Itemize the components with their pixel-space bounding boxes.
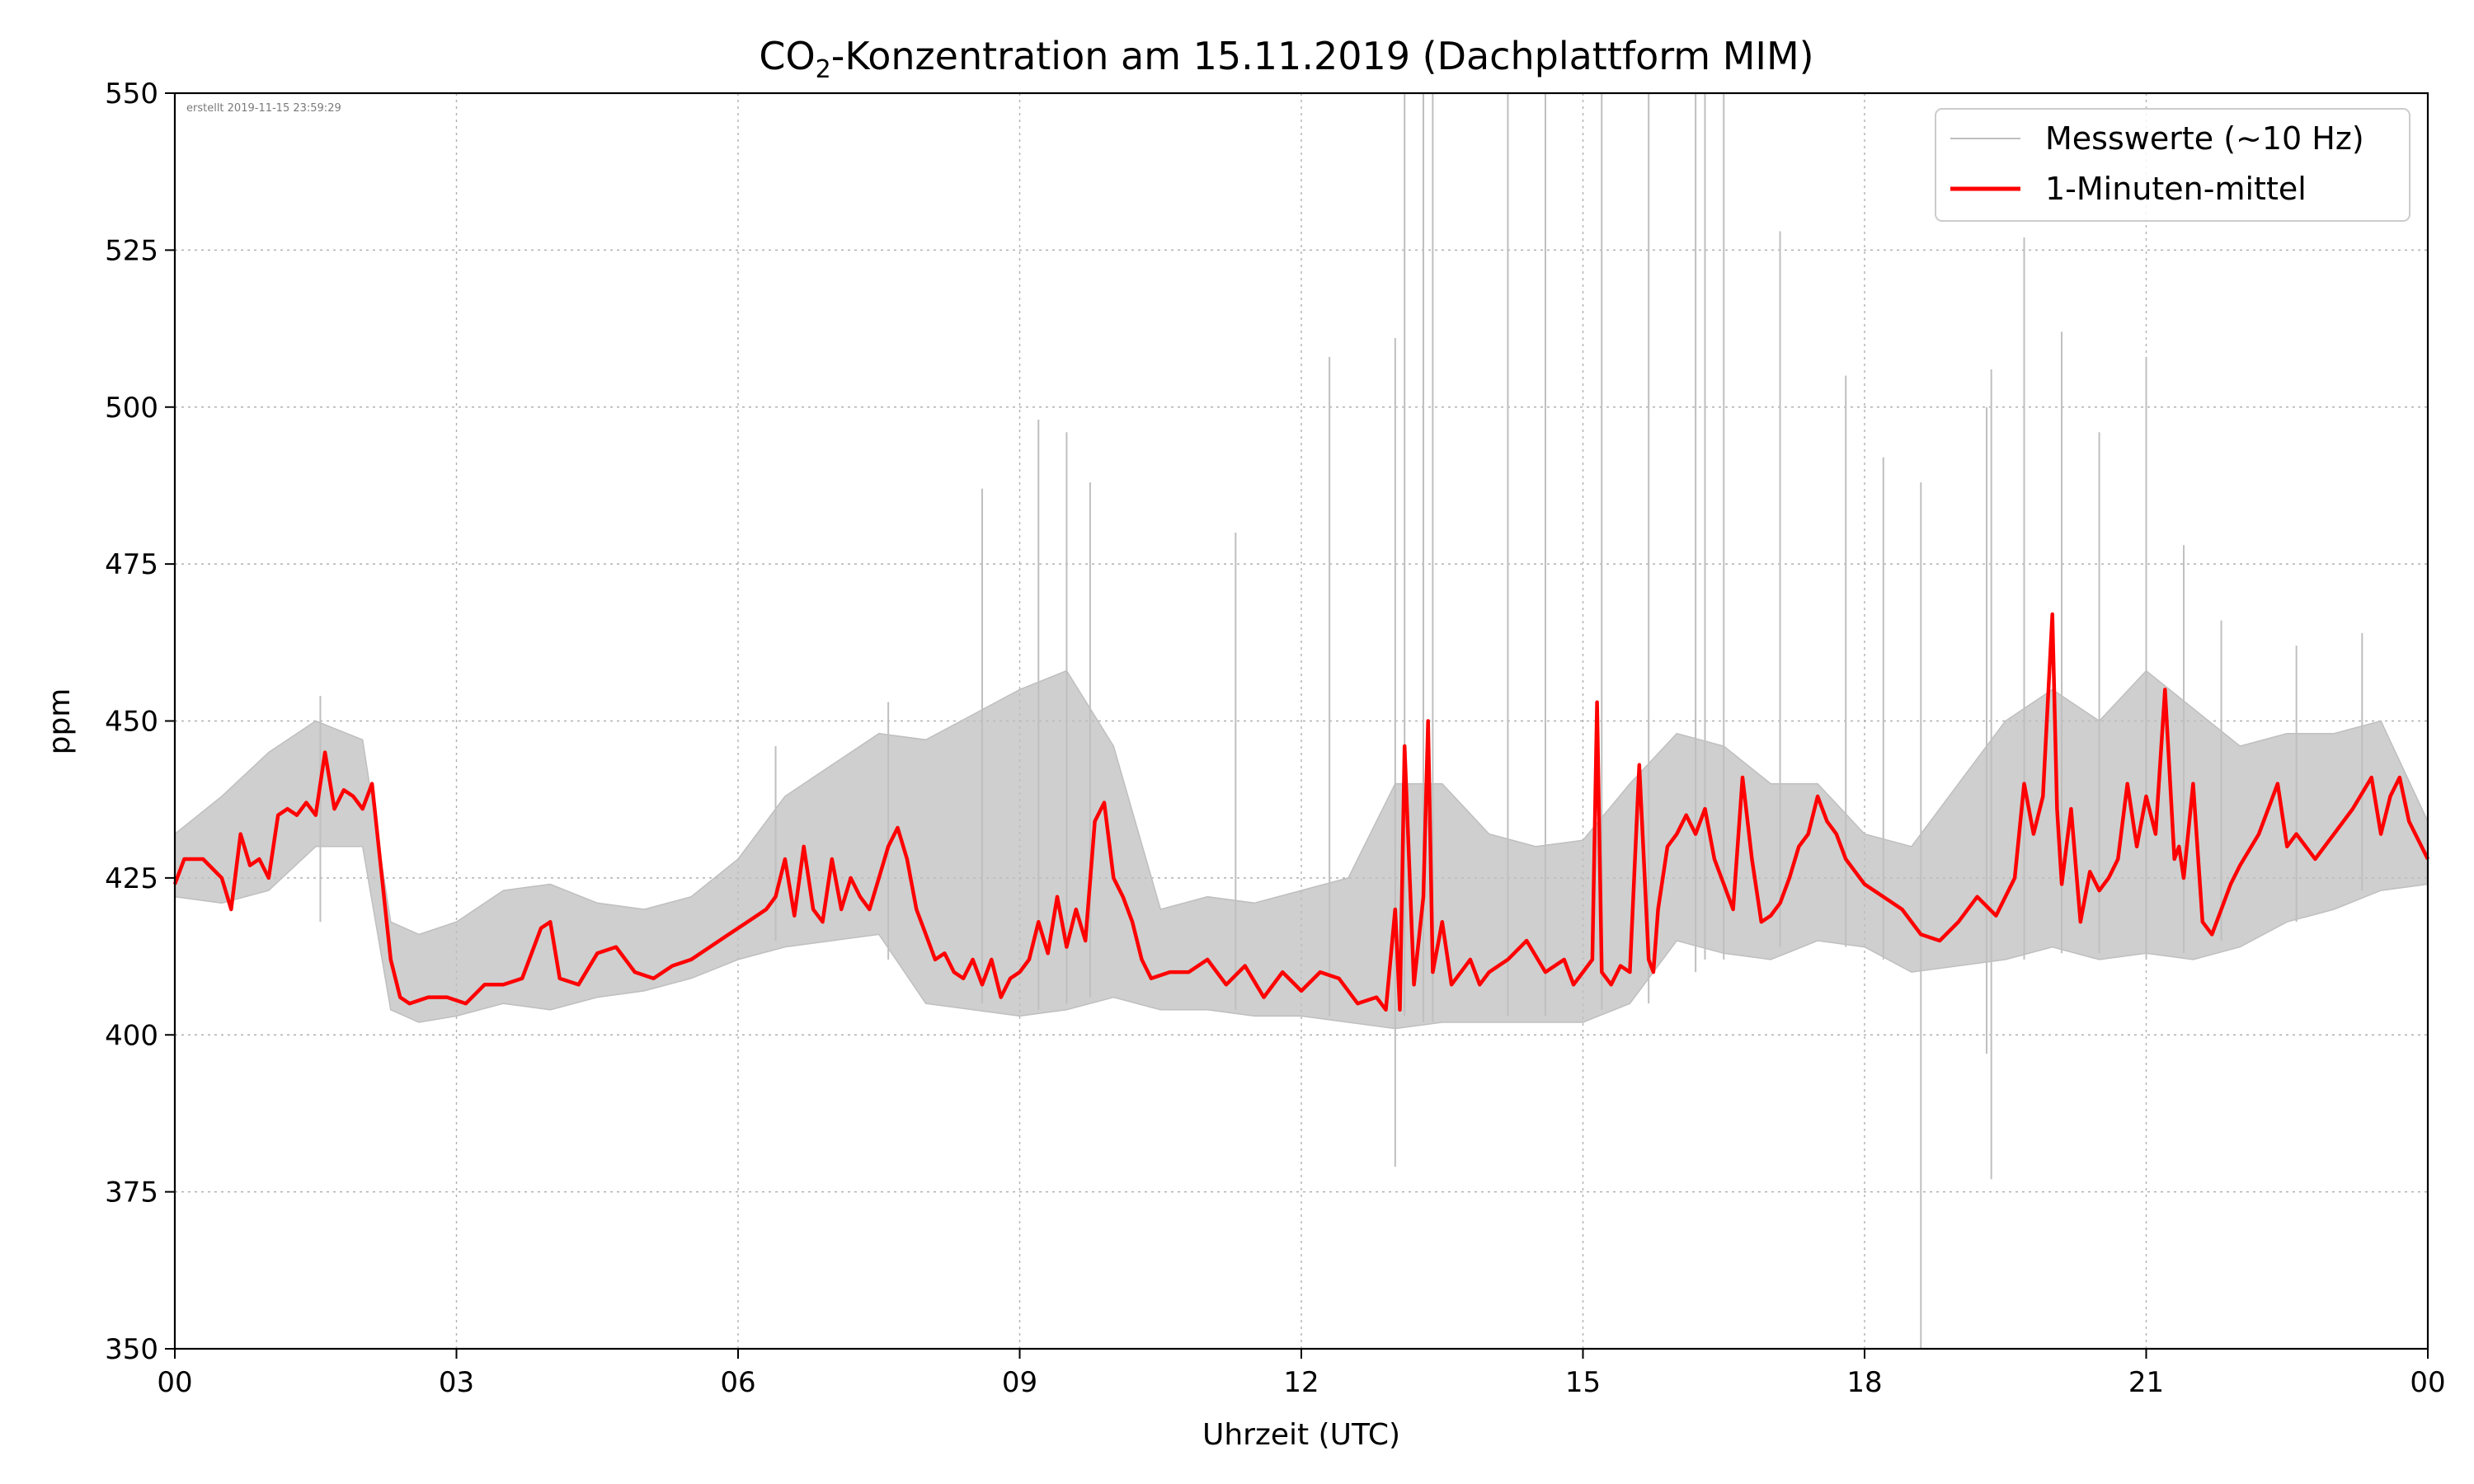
mean-series — [172, 612, 2430, 1012]
legend-label-messwerte: Messwerte (~10 Hz) — [2045, 120, 2364, 157]
mean-line — [172, 612, 2430, 1012]
y-tick-label: 375 — [105, 1176, 158, 1209]
chart-title: CO2-Konzentration am 15.11.2019 (Dachpla… — [759, 34, 1813, 84]
legend-label-mittel: 1-Minuten-mittel — [2045, 171, 2307, 207]
x-tick-label: 03 — [439, 1366, 474, 1399]
measurement-series — [174, 93, 2429, 1349]
y-tick-label: 475 — [105, 548, 158, 581]
legend: Messwerte (~10 Hz) 1-Minuten-mittel — [1935, 108, 2411, 222]
creation-stamp: erstellt 2019-11-15 23:59:29 — [186, 102, 341, 115]
chart-title-main: CO — [759, 34, 815, 78]
y-tick-label: 350 — [105, 1333, 158, 1366]
axes-ticks: 00 03 06 09 12 15 18 21 003503754004254504755005… — [105, 77, 2446, 1399]
x-axis-label: Uhrzeit (UTC) — [1202, 1418, 1400, 1452]
chart-title-subscript: 2 — [816, 55, 831, 84]
y-tick-label: 400 — [105, 1019, 158, 1052]
y-tick-label: 500 — [105, 392, 158, 425]
x-tick-label: 21 — [2128, 1366, 2164, 1399]
x-tick-label: 00 — [157, 1366, 192, 1399]
x-tick-label: 06 — [720, 1366, 755, 1399]
x-tick-label: 15 — [1565, 1366, 1601, 1399]
x-tick-label: 18 — [1846, 1366, 1882, 1399]
y-axis-label: ppm — [43, 688, 77, 755]
x-tick-label: 12 — [1283, 1366, 1319, 1399]
y-tick-label: 550 — [105, 77, 158, 110]
y-tick-label: 525 — [105, 234, 158, 267]
legend-box — [1935, 108, 2411, 222]
y-tick-label: 450 — [105, 706, 158, 739]
chart-title-rest: -Konzentration am 15.11.2019 (Dachplattf… — [831, 34, 1814, 78]
x-tick-label: 09 — [1002, 1366, 1037, 1399]
y-tick-label: 425 — [105, 862, 158, 895]
x-tick-label: 00 — [2410, 1366, 2445, 1399]
measurement-band — [174, 669, 2429, 1030]
